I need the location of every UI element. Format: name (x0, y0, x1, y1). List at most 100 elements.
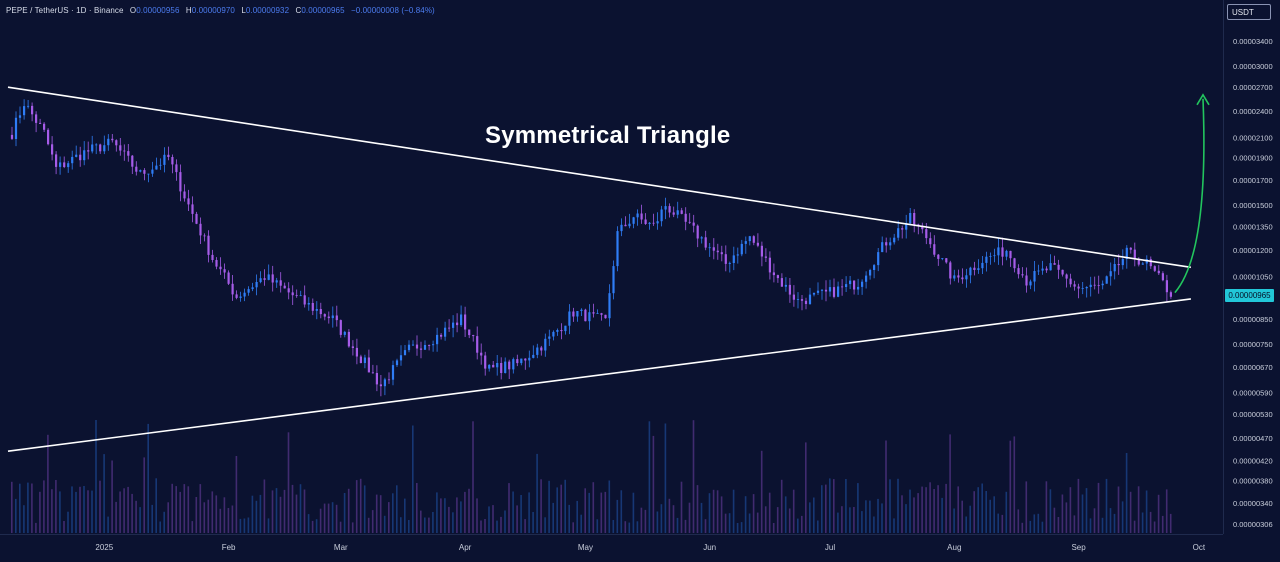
volume-bar (881, 503, 883, 533)
volume-bar (664, 423, 667, 533)
volume-bar (873, 516, 875, 533)
volume-bar (596, 519, 599, 533)
volume-bar (1017, 509, 1020, 533)
candle-body (941, 258, 944, 259)
candle-body (1005, 250, 1008, 257)
volume-bar (941, 497, 943, 533)
volume-bar (448, 506, 450, 533)
candle-body (1085, 287, 1088, 289)
volume-bar (708, 493, 711, 533)
volume-bar (949, 434, 951, 533)
volume-bar (331, 502, 334, 533)
candle-body (14, 117, 18, 139)
candle-body (1169, 292, 1172, 297)
candle-body (728, 263, 731, 264)
candle-body (1021, 274, 1024, 276)
candle-body (792, 294, 795, 300)
volume-bar (869, 500, 871, 533)
candle-body (668, 206, 671, 213)
volume-bar (1001, 514, 1004, 533)
volume-bar (155, 478, 157, 533)
volume-bar (1105, 478, 1108, 533)
volume-bar (516, 505, 518, 533)
candle-body (812, 292, 816, 295)
candle-body (973, 267, 976, 270)
candle-body (536, 347, 539, 355)
candle-body (215, 260, 218, 267)
volume-bar (540, 479, 542, 533)
volume-bar (428, 517, 430, 533)
projection-arrow[interactable] (1174, 98, 1205, 294)
volume-bar (375, 494, 378, 533)
candle-body (820, 289, 824, 291)
candle-body (540, 347, 543, 351)
volume-bar (392, 493, 394, 533)
volume-bar (267, 518, 270, 533)
candle-body (740, 243, 743, 255)
volume-bar (857, 483, 859, 533)
volume-bar (488, 506, 490, 533)
candle-body (720, 252, 723, 255)
candle-body (99, 144, 102, 152)
high-label: H (185, 6, 192, 15)
candle-body (1125, 247, 1128, 259)
candle-body (945, 258, 948, 263)
candle-body (865, 275, 868, 282)
volume-bar (339, 521, 342, 533)
volume-bar (977, 487, 979, 533)
candle-body (131, 155, 134, 167)
candle-body (259, 278, 262, 283)
price-chart[interactable] (0, 0, 1223, 534)
volume-bar (63, 521, 65, 533)
candle-body (79, 154, 82, 161)
price-tick-label: 0.00000380 (1233, 477, 1273, 486)
volume-bar (913, 497, 915, 533)
plot-area[interactable]: PEPE / TetherUS · 1D · Binance O0.000009… (0, 0, 1223, 534)
volume-bar (171, 483, 173, 533)
price-axis[interactable]: 0.00003400 0.00003000 0.00002700 0.00002400… (1223, 0, 1280, 534)
candle-body (808, 294, 812, 305)
volume-bar (1153, 521, 1156, 533)
candle-body (283, 285, 286, 289)
volume-bar (917, 493, 919, 533)
volume-bar (865, 500, 867, 533)
candle-body (75, 154, 78, 157)
volume-bar (199, 484, 202, 533)
volume-bar (1009, 440, 1012, 533)
lower-trendline[interactable] (7, 298, 1192, 452)
candle-body (303, 295, 306, 305)
candle-body (660, 209, 663, 222)
candle-body (1057, 264, 1060, 270)
candle-body (432, 344, 435, 346)
volume-bar (584, 488, 586, 533)
volume-bar (897, 478, 899, 533)
candle-body (993, 255, 996, 257)
volume-bar (756, 512, 759, 533)
candle-body (1025, 275, 1028, 286)
volume-bar (997, 513, 999, 533)
volume-bar (624, 521, 627, 533)
volume-bar (1021, 522, 1024, 533)
upper-trendline[interactable] (7, 86, 1192, 269)
candle-body (588, 312, 591, 322)
candle-body (195, 213, 198, 224)
candle-body (664, 206, 667, 210)
candle-body (560, 330, 563, 332)
candle-body (957, 275, 960, 278)
volume-bar (35, 522, 37, 533)
volume-bar (87, 490, 89, 533)
volume-bar (183, 484, 186, 533)
volume-bar (143, 457, 145, 533)
volume-bar (921, 486, 923, 533)
candle-body (636, 213, 639, 218)
symbol-name[interactable]: PEPE / TetherUS · 1D · Binance (6, 6, 124, 15)
time-axis[interactable]: 2025 Feb Mar Apr May Jun Jul Aug Sep Oct (0, 534, 1223, 557)
candle-body (1105, 276, 1108, 284)
currency-button[interactable]: USDT (1227, 4, 1271, 20)
volume-bar (1121, 501, 1124, 533)
candle-body (1009, 250, 1012, 259)
volume-bar (131, 493, 133, 533)
candle-body (961, 277, 964, 280)
close-value: 0.00000965 (301, 6, 345, 15)
volume-bar (608, 480, 611, 533)
